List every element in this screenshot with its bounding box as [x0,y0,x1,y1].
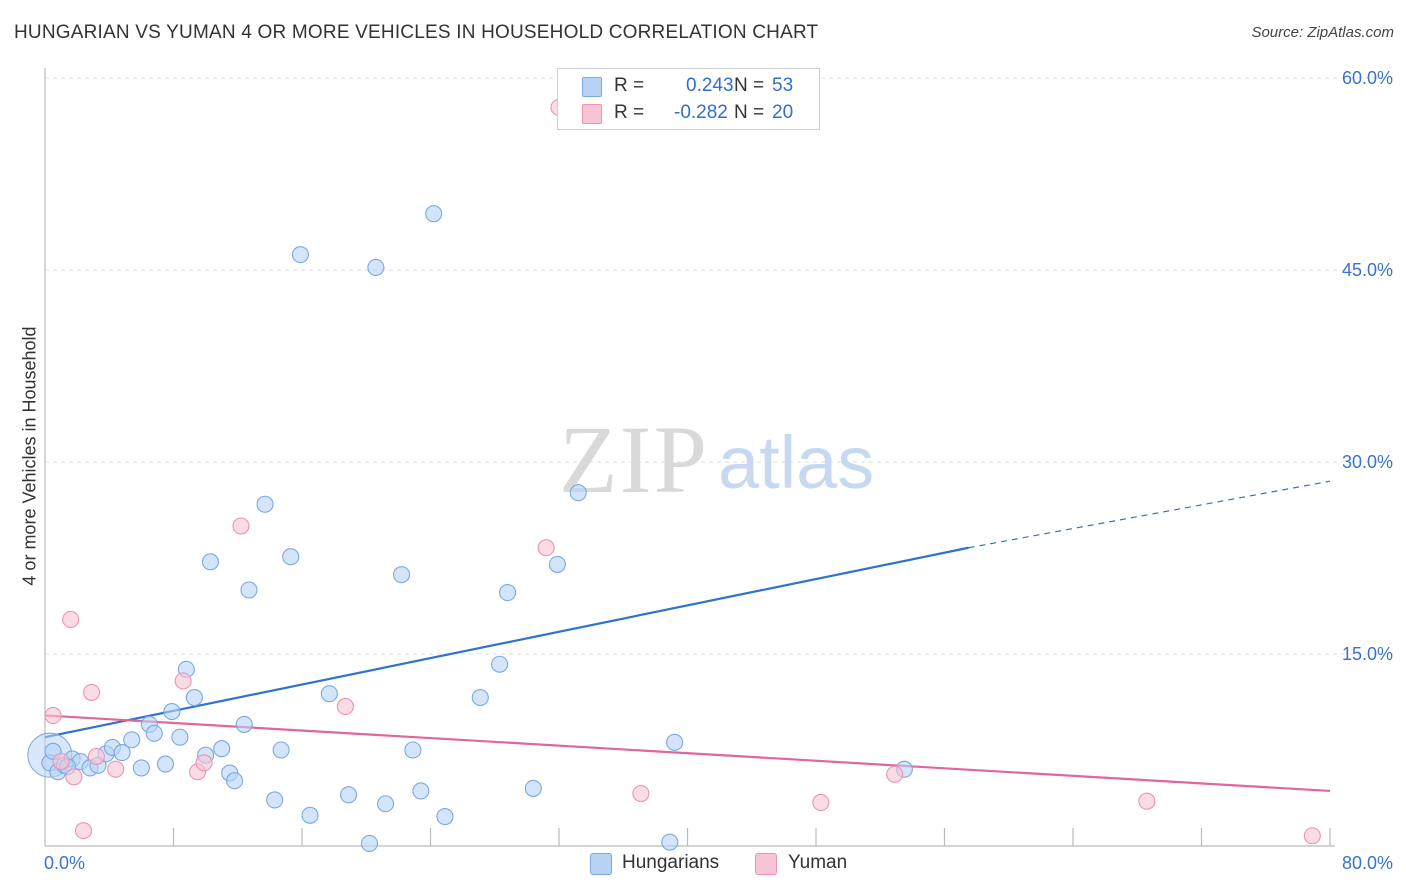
hungarians-point [301,806,319,824]
legend-r-label: R = [614,75,645,96]
hungarians-point [425,205,443,223]
hungarians-point [291,246,309,264]
hungarians-point [524,779,542,797]
hungarians-point [376,795,395,813]
hungarians-point [113,744,131,762]
watermark: ZIP atlas [559,406,874,513]
hungarians-point [213,740,231,758]
source-label: Source: ZipAtlas.com [1251,24,1394,41]
yuman-point [1303,827,1321,845]
hungarians-legend-swatch [590,853,612,875]
yuman-point [75,822,93,840]
hungarians-point [499,584,517,602]
y-axis-label: 4 or more Vehicles in Household [19,326,40,586]
hungarians-point [266,791,284,809]
yuman-point [1138,792,1156,810]
watermark-atlas: atlas [718,421,874,504]
yuman-legend-swatch [755,853,777,875]
trend-lines [44,480,1331,793]
yuman-point [812,793,830,812]
hungarians-point [340,786,358,804]
hungarians-point [256,495,274,513]
correlation-legend: R = 0.243 N = 53 R = -0.282 N = 20 [557,68,820,130]
hungarians-n-value: 53 [772,75,794,96]
yuman-trend-line [44,714,1331,793]
yuman-point [87,747,105,765]
hungarians-point [661,833,679,851]
hungarians-trend-extension [968,480,1331,549]
hungarians-point [436,808,454,826]
y-tick-label: 15.0% [1342,644,1393,664]
yuman-point [65,768,83,786]
y-tick-label: 45.0% [1342,260,1393,280]
yuman-point [886,765,904,783]
hungarians-point [404,741,422,759]
legend-n-label: N = [734,75,765,96]
x-tick-label: 80.0% [1342,853,1393,873]
hungarians-point [367,258,385,276]
hungarians-point [145,724,163,742]
yuman-legend-label: Yuman [788,852,848,873]
hungarians-point [569,484,587,502]
yuman-point [336,697,354,716]
hungarians-trend-line [44,546,969,739]
hungarians-point [163,703,181,721]
y-tick-label: 60.0% [1342,68,1393,88]
yuman-point [83,683,101,701]
y-tick-label: 30.0% [1342,452,1393,472]
hungarians-point [132,759,150,777]
hungarians-point [225,772,244,790]
hungarians-point [666,733,684,751]
legend-n-label: N = [734,102,765,123]
tick-labels: 15.0% 30.0% 45.0% 60.0% 0.0% 80.0% [44,68,1393,873]
data-points [27,98,1321,852]
hungarians-point [471,688,489,707]
yuman-point [52,752,70,771]
hungarians-point [240,581,258,599]
hungarians-point [393,566,411,584]
yuman-point [195,754,213,772]
hungarians-point [272,741,290,759]
yuman-point [232,517,250,535]
chart-title: HUNGARIAN VS YUMAN 4 OR MORE VEHICLES IN… [14,22,819,43]
hungarians-point [491,655,509,673]
hungarians-point [235,715,253,733]
x-tick-label: 0.0% [44,853,85,873]
yuman-point [174,672,192,690]
yuman-point [62,610,80,628]
yuman-point [537,539,555,557]
yuman-point [44,706,62,724]
yuman-swatch [582,104,602,124]
hungarians-point [412,782,430,800]
yuman-n-value: 20 [772,102,794,123]
hungarians-point [548,555,566,573]
hungarians-point [156,755,175,773]
yuman-r-value: -0.282 [674,102,728,123]
yuman-point [107,760,125,778]
gridlines [45,77,1395,655]
legend-r-label: R = [614,102,645,123]
hungarians-swatch [582,77,602,97]
hungarians-point [201,553,219,571]
hungarians-point [171,728,189,746]
hungarians-point [185,688,203,707]
hungarians-r-value: 0.243 [686,75,734,96]
yuman-point [632,784,650,803]
hungarians-legend-label: Hungarians [622,852,720,873]
hungarians-point [123,731,141,749]
hungarians-point [320,685,338,703]
hungarians-point [360,834,379,852]
hungarians-point [282,548,300,566]
